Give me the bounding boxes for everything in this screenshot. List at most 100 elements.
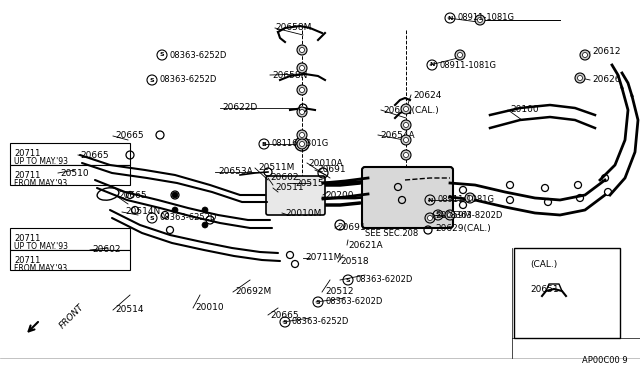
Text: 20010: 20010 [195,304,223,312]
Circle shape [297,63,307,73]
Circle shape [445,210,455,220]
Text: 08911-1081G: 08911-1081G [439,61,496,70]
Text: 20511M: 20511M [258,164,294,173]
Text: N: N [429,62,435,67]
Text: 20629(CAL.): 20629(CAL.) [435,224,491,232]
Text: 20602: 20602 [92,246,120,254]
Circle shape [455,50,465,60]
Text: 20622D: 20622D [222,103,257,112]
Text: 20691: 20691 [337,224,365,232]
Circle shape [300,109,305,115]
Circle shape [297,139,307,149]
Text: 20658N: 20658N [272,71,307,80]
Circle shape [300,87,305,93]
Text: 20602: 20602 [270,173,298,183]
Circle shape [465,193,475,203]
Text: 20711: 20711 [14,234,40,243]
Text: 20665: 20665 [270,311,299,320]
Circle shape [297,130,307,140]
Text: SEE SEC.208: SEE SEC.208 [365,228,419,237]
Text: 08363-6252D: 08363-6252D [292,317,349,327]
Text: 20711: 20711 [14,171,40,180]
Text: S: S [436,212,440,218]
Text: FRONT: FRONT [58,302,86,330]
Text: S: S [283,320,287,324]
Text: B: B [262,141,266,147]
Circle shape [401,135,411,145]
Bar [10,250,130,270]
Text: 20665: 20665 [80,151,109,160]
Text: 20711: 20711 [14,256,40,265]
Circle shape [425,213,435,223]
Circle shape [297,107,307,117]
Circle shape [467,196,472,201]
Text: 20628(CAL.): 20628(CAL.) [383,106,439,115]
Circle shape [300,65,305,71]
Circle shape [297,85,307,95]
Circle shape [403,122,408,128]
Text: 20665: 20665 [115,131,143,141]
Text: UP TO MAY.'93: UP TO MAY.'93 [14,242,68,251]
Text: 20653A: 20653A [218,167,253,176]
Text: S: S [346,278,350,282]
Text: 20711M: 20711M [305,253,341,263]
Text: 20515: 20515 [295,179,324,187]
Text: 20651: 20651 [530,285,559,295]
Text: S: S [150,215,154,221]
Circle shape [401,104,411,114]
Circle shape [582,52,588,58]
Text: S: S [316,299,320,305]
Text: 08116-8301G: 08116-8301G [272,140,329,148]
Text: 08911-1081G: 08911-1081G [437,196,494,205]
Circle shape [403,138,408,142]
Circle shape [403,106,408,112]
Text: (CAL.): (CAL.) [530,260,557,269]
Text: 20692M: 20692M [235,288,271,296]
Circle shape [172,192,178,198]
Text: 08363-8202D: 08363-8202D [445,211,502,219]
Bar [10,143,130,165]
Text: 20518: 20518 [340,257,369,266]
Circle shape [475,15,485,25]
Bar [10,165,130,185]
Circle shape [575,73,585,83]
Circle shape [403,153,408,157]
Text: 20010M: 20010M [285,208,321,218]
Circle shape [458,52,463,58]
Text: 08363-6252D: 08363-6252D [169,51,227,60]
Text: 20711: 20711 [14,149,40,158]
Text: 20654A: 20654A [380,131,415,140]
Text: S: S [160,52,164,58]
Circle shape [297,45,307,55]
Circle shape [300,141,305,147]
Circle shape [300,48,305,52]
Circle shape [401,150,411,160]
Circle shape [428,215,433,221]
Text: 20510: 20510 [60,169,88,177]
Text: 08363-6252D: 08363-6252D [159,214,216,222]
Text: 20665: 20665 [118,190,147,199]
Text: 20691: 20691 [317,166,346,174]
Text: FROM MAY.'93: FROM MAY.'93 [14,179,67,188]
Text: 20010A: 20010A [308,158,343,167]
Text: 20612: 20612 [592,48,621,57]
Circle shape [447,212,452,218]
Text: 20624: 20624 [413,90,442,99]
Circle shape [300,132,305,138]
Text: N: N [447,16,452,20]
Text: 20511: 20511 [275,183,303,192]
Text: 20514: 20514 [115,305,143,314]
Circle shape [477,17,483,22]
Text: 20100: 20100 [510,106,539,115]
Text: 20514N: 20514N [125,208,160,217]
Circle shape [202,222,208,228]
Bar [514,248,620,338]
Text: N: N [428,198,433,202]
Text: AP00C00 9: AP00C00 9 [582,356,628,365]
Circle shape [202,207,208,213]
Text: 20512: 20512 [325,288,353,296]
Text: FROM MAY.'93: FROM MAY.'93 [14,264,67,273]
Text: 08911-1081G: 08911-1081G [457,13,514,22]
Text: 20659M: 20659M [435,211,472,219]
FancyBboxPatch shape [362,167,453,228]
